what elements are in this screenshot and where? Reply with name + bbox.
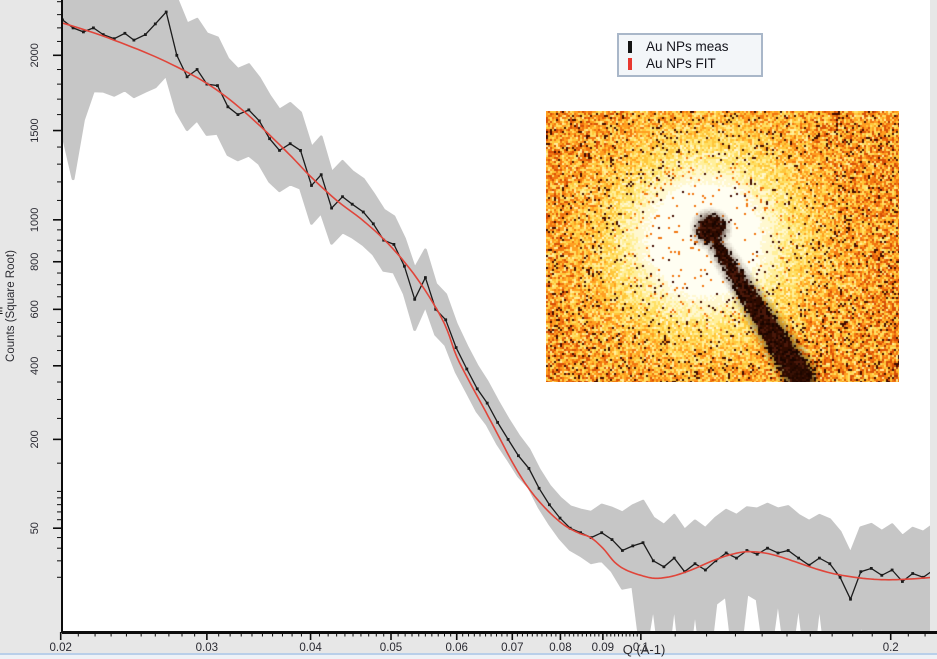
x-tick-label: 0.03: [196, 642, 218, 654]
x-axis-label: Q (A-1): [622, 642, 666, 657]
y-ticks: 2000 1500 1000 800 600 400 200 50: [29, 1, 62, 578]
y-tick-label: 50: [29, 522, 41, 534]
detector-inset-image: [546, 111, 899, 382]
y-tick-label: 200: [29, 430, 41, 448]
legend-marker-fit: [628, 57, 632, 70]
x-tick-label: 0.2: [883, 642, 899, 654]
x-tick-label: 0.04: [299, 642, 322, 654]
clipped-edge-text-fragment: E: [0, 306, 4, 316]
x-tick-label: 0.08: [549, 642, 571, 654]
plot-area: [62, 0, 930, 632]
y-tick-label: 1000: [29, 208, 41, 232]
measured-line: [62, 10, 930, 601]
legend-box: Au NPs meas Au NPs FIT: [617, 33, 763, 77]
y-tick-label: 2000: [29, 43, 41, 67]
legend-marker-meas: [628, 40, 632, 53]
x-tick-label: 0.05: [380, 642, 402, 654]
x-tick-label: 0.1: [633, 642, 649, 654]
y-tick-label: 400: [29, 357, 41, 375]
x-tick-label: 0.07: [501, 642, 523, 654]
x-ticks: 0.02 0.03 0.04 0.05 0.06 0.07 0.08 0.09 0.1 0.2: [50, 632, 926, 654]
legend-label-meas: Au NPs meas: [646, 38, 729, 54]
y-axis-line: [61, 0, 63, 633]
legend-entry-fit: Au NPs FIT: [628, 55, 755, 72]
fit-line: [62, 22, 930, 581]
x-axis-line: [62, 631, 937, 634]
x-tick-label: 0.02: [50, 642, 72, 654]
bottom-margin-strip: [0, 655, 937, 659]
y-tick-label: 800: [29, 253, 41, 271]
legend-entry-meas: Au NPs meas: [628, 38, 755, 55]
x-tick-label: 0.09: [592, 642, 614, 654]
error-band: [62, 0, 930, 632]
bottom-border-line: [0, 653, 937, 655]
axes: [61, 0, 937, 634]
x-tick-label: 0.06: [446, 642, 468, 654]
y-tick-label: 1500: [29, 118, 41, 142]
y-tick-label: 600: [29, 300, 41, 318]
legend-label-fit: Au NPs FIT: [646, 55, 716, 71]
y-axis-label: Counts (Square Root): [5, 250, 17, 362]
